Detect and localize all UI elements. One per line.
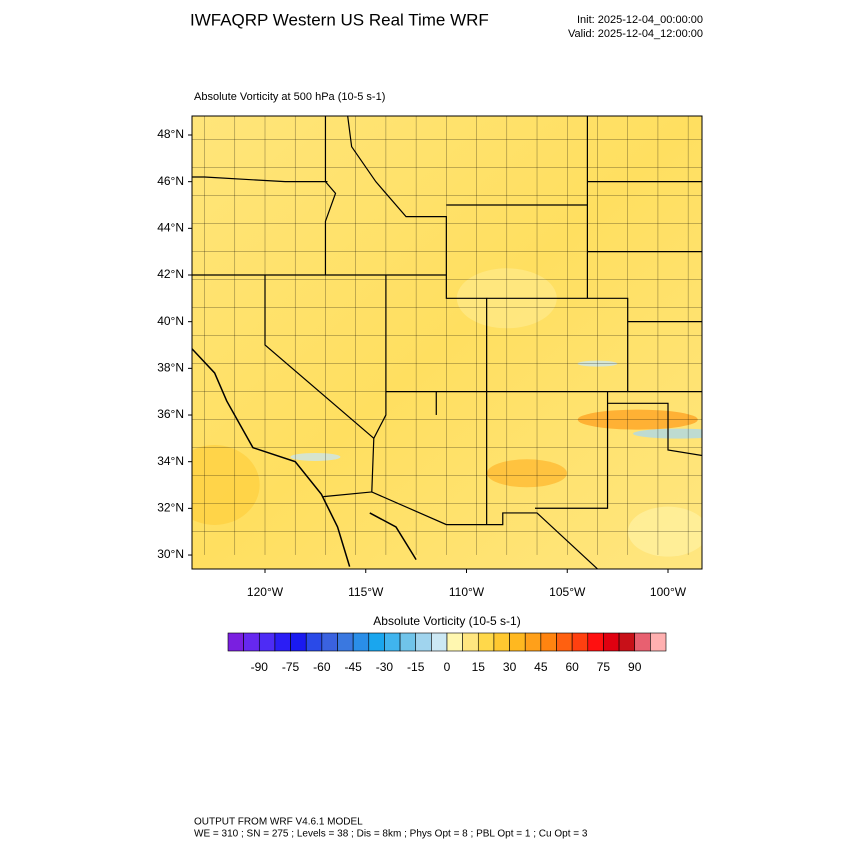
lat-label: 36°N <box>157 407 184 421</box>
lat-label: 48°N <box>157 127 184 141</box>
colorbar-box <box>258 632 276 652</box>
map-area <box>192 116 702 569</box>
coastline <box>192 347 351 567</box>
lon-label: 115°W <box>348 585 384 599</box>
field-shading <box>633 428 702 439</box>
field-shading <box>290 452 341 461</box>
colorbar-box <box>274 632 291 652</box>
colorbar-box <box>650 632 667 652</box>
lat-label: 46°N <box>157 174 184 188</box>
colorbar-box <box>462 632 479 652</box>
lon-label: 120°W <box>247 585 284 599</box>
colorbar-box <box>571 632 589 652</box>
colorbar-tick-label: 60 <box>565 660 579 674</box>
colorbar-box <box>587 632 604 652</box>
field-shading <box>192 444 260 525</box>
map-background <box>192 116 702 569</box>
colorbar-tick-label: -45 <box>344 660 362 674</box>
colorbar-box <box>415 632 432 652</box>
colorbar-tick-label: -30 <box>376 660 394 674</box>
colorbar-box <box>477 632 495 652</box>
colorbar-box <box>509 632 526 652</box>
map-frame <box>191 115 703 570</box>
colorbar-box <box>243 632 260 652</box>
lat-label: 40°N <box>157 314 184 328</box>
lon-label: 100°W <box>650 585 687 599</box>
colorbar-box <box>290 632 307 652</box>
footer-line: WE = 310 ; SN = 275 ; Levels = 38 ; Dis … <box>194 829 588 840</box>
state-border <box>535 391 609 509</box>
colorbar-tick-label: 45 <box>534 660 548 674</box>
lat-labels: 48°N 46°N 44°N 42°N 40°N 38°N 36°N 34°N 32°N 30°N <box>157 127 192 561</box>
colorbar-box <box>227 632 244 652</box>
colorbar: -90 -75 -60 -45 -30 -15 0 15 30 45 60 75 90 <box>227 632 667 674</box>
colorbar-box <box>305 632 323 652</box>
valid-time: Valid: 2025-12-04_12:00:00 <box>568 28 703 40</box>
colorbar-box <box>493 632 510 652</box>
field-shading <box>486 459 567 488</box>
colorbar-tick-label: 75 <box>597 660 611 674</box>
colorbar-box <box>431 632 448 652</box>
state-border <box>607 402 702 457</box>
colorbar-tick-label: 15 <box>472 660 486 674</box>
colorbar-box <box>446 632 463 652</box>
colorbar-box <box>540 632 557 652</box>
lat-label: 42°N <box>157 267 184 281</box>
colorbar-box <box>368 632 385 652</box>
colorbar-tick-label: -60 <box>313 660 331 674</box>
colorbar-tick-label: 90 <box>628 660 642 674</box>
lat-label: 30°N <box>157 547 184 561</box>
colorbar-box <box>384 632 401 652</box>
colorbar-box <box>618 632 636 652</box>
colorbar-box <box>337 632 354 652</box>
colorbar-box <box>556 632 573 652</box>
state-border <box>192 176 328 183</box>
colorbar-tick-label: -15 <box>407 660 425 674</box>
colorbar-tick-label: -75 <box>282 660 300 674</box>
coastline <box>369 512 417 560</box>
colorbar-title: Absolute Vorticity (10-5 s-1) <box>373 614 520 628</box>
colorbar-box <box>524 632 542 652</box>
title: IWFAQRP Western US Real Time WRF <box>190 10 489 29</box>
colorbar-box <box>603 632 620 652</box>
field-label: Absolute Vorticity at 500 hPa (10-5 s-1) <box>194 91 385 103</box>
init-time: Init: 2025-12-04_00:00:00 <box>577 14 703 26</box>
colorbar-box <box>321 632 338 652</box>
colorbar-tick-label: 30 <box>503 660 517 674</box>
lat-label: 34°N <box>157 454 184 468</box>
lat-label: 44°N <box>157 221 184 235</box>
colorbar-box <box>352 632 370 652</box>
colorbar-box <box>634 632 651 652</box>
colorbar-tick-label: 0 <box>444 660 451 674</box>
lon-labels: 120°W 115°W 110°W 105°W 100°W <box>247 569 687 599</box>
lon-label: 110°W <box>449 585 485 599</box>
lat-label: 38°N <box>157 361 184 375</box>
lat-label: 32°N <box>157 501 184 515</box>
colorbar-tick-label: -90 <box>251 660 269 674</box>
footer-line: OUTPUT FROM WRF V4.6.1 MODEL <box>194 817 363 828</box>
lon-label: 105°W <box>549 585 586 599</box>
colorbar-box <box>399 632 417 652</box>
